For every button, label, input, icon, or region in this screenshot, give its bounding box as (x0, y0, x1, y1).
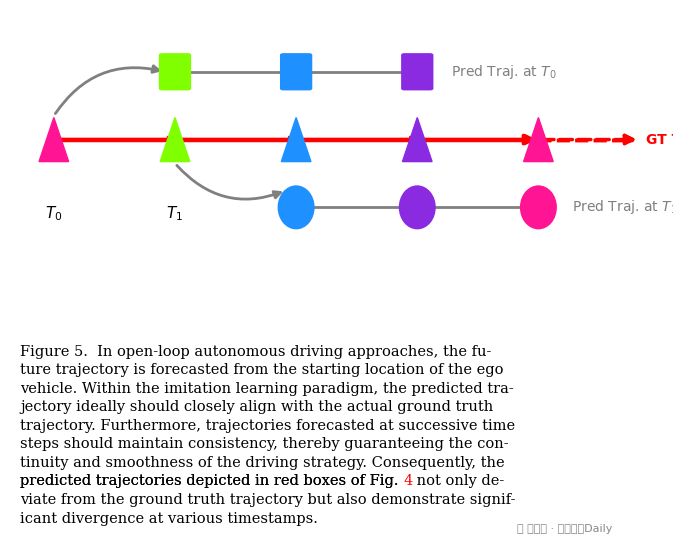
Text: Pred Traj. at $T_0$: Pred Traj. at $T_0$ (451, 63, 557, 81)
Ellipse shape (398, 185, 436, 229)
Ellipse shape (277, 185, 314, 229)
Polygon shape (402, 117, 432, 161)
Text: tinuity and smoothness of the driving strategy. Consequently, the: tinuity and smoothness of the driving st… (20, 456, 505, 470)
Text: steps should maintain consistency, thereby guaranteeing the con-: steps should maintain consistency, there… (20, 437, 509, 451)
Text: $T_4$: $T_4$ (530, 204, 547, 223)
FancyBboxPatch shape (280, 53, 312, 90)
Text: $T_3$: $T_3$ (409, 204, 426, 223)
Text: predicted trajectories depicted in red boxes of Fig.: predicted trajectories depicted in red b… (20, 475, 403, 489)
Text: 🔵 公众号 · 自动驾驶Daily: 🔵 公众号 · 自动驾驶Daily (518, 524, 613, 534)
Text: predicted trajectories depicted in red boxes of Fig.: predicted trajectories depicted in red b… (20, 475, 403, 489)
Text: vehicle. Within the imitation learning paradigm, the predicted tra-: vehicle. Within the imitation learning p… (20, 382, 513, 396)
Text: 4: 4 (403, 475, 413, 489)
Text: $T_0$: $T_0$ (45, 204, 63, 223)
Polygon shape (39, 117, 69, 161)
Text: viate from the ground truth trajectory but also demonstrate signif-: viate from the ground truth trajectory b… (20, 493, 516, 507)
FancyArrowPatch shape (177, 165, 281, 199)
Text: trajectory. Furthermore, trajectories forecasted at successive time: trajectory. Furthermore, trajectories fo… (20, 419, 515, 433)
Ellipse shape (520, 185, 557, 229)
Text: icant divergence at various timestamps.: icant divergence at various timestamps. (20, 512, 318, 526)
FancyArrowPatch shape (55, 66, 159, 114)
Text: Pred Traj. at $T_1$: Pred Traj. at $T_1$ (572, 199, 673, 216)
Text: ture trajectory is forecasted from the starting location of the ego: ture trajectory is forecasted from the s… (20, 364, 503, 378)
Polygon shape (281, 117, 311, 161)
Text: jectory ideally should closely align with the actual ground truth: jectory ideally should closely align wit… (20, 400, 493, 414)
Text: $T_2$: $T_2$ (287, 204, 305, 223)
FancyBboxPatch shape (401, 53, 433, 90)
Text: $T_1$: $T_1$ (166, 204, 184, 223)
Polygon shape (160, 117, 190, 161)
Polygon shape (524, 117, 553, 161)
Text: GT Traj.: GT Traj. (646, 132, 673, 146)
Text: not only de-: not only de- (413, 475, 505, 489)
Text: Figure 5.  In open-loop autonomous driving approaches, the fu-: Figure 5. In open-loop autonomous drivin… (20, 345, 491, 359)
FancyBboxPatch shape (159, 53, 191, 90)
